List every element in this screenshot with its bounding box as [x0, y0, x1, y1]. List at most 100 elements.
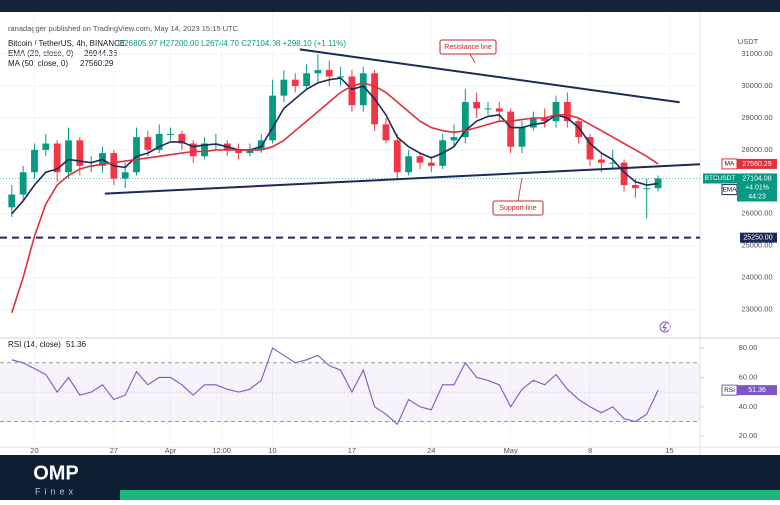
candle-body — [575, 121, 583, 138]
candle-body — [450, 137, 458, 141]
top-band — [0, 0, 780, 12]
rsi-tick-label: 40.00 — [739, 402, 758, 411]
candle-body — [269, 95, 276, 141]
candle-body — [620, 162, 628, 185]
candle-body — [133, 137, 140, 173]
candle-body — [507, 111, 515, 147]
y-tick-label: 23000.00 — [741, 304, 772, 313]
x-tick-label: May — [504, 446, 518, 455]
x-tick-label: 8 — [588, 446, 592, 455]
candle-body — [495, 108, 503, 112]
legend-name: MA (50, close, 0) — [8, 59, 68, 68]
rsi-tag: RSI — [724, 387, 735, 394]
candle-body — [314, 70, 322, 74]
candle-body — [280, 79, 288, 96]
level-label: 25250.00 — [743, 235, 772, 242]
candle-body — [167, 133, 174, 135]
trend-line — [299, 48, 680, 104]
x-tick-label: 20 — [30, 446, 38, 455]
candle-body — [19, 172, 27, 195]
x-tick-label: 17 — [348, 446, 356, 455]
candle-body — [155, 133, 163, 150]
candle-body — [609, 162, 617, 164]
candle-body — [235, 149, 242, 154]
annotation-text: Support line — [499, 205, 536, 212]
y-tick-label: 28000.00 — [741, 145, 772, 154]
candle-body — [597, 159, 605, 163]
candle-body — [359, 73, 367, 106]
rsi-value: 51.36 — [66, 340, 87, 349]
candle-body — [246, 149, 254, 154]
y-tick-label: 25000.00 — [741, 241, 772, 250]
annotation-text: Resistance line — [444, 44, 492, 51]
candle-body — [348, 76, 356, 106]
legend-name: EMA (20, close, 0) — [8, 49, 74, 58]
candle-body — [631, 185, 639, 189]
candle-body — [416, 156, 424, 163]
legend-value: 27560.29 — [80, 59, 114, 68]
y-tick-label: 24000.00 — [741, 273, 772, 282]
candle-body — [382, 124, 390, 141]
candle-body — [529, 117, 537, 128]
annotation-box — [439, 39, 497, 55]
tag-value-box — [737, 158, 777, 169]
price-tag-name-box — [703, 173, 737, 184]
price-tag-change: +4.01% — [745, 184, 769, 191]
candle-body — [189, 143, 197, 157]
x-tick-label: 15 — [665, 446, 673, 455]
rsi-value-label: 51.36 — [748, 387, 766, 394]
rsi-line — [11, 347, 659, 426]
alert-bolt — [662, 322, 667, 332]
axis-unit: USDT — [738, 37, 759, 46]
publisher: ranadagger published on TradingView.com,… — [8, 24, 239, 33]
candle-body — [461, 102, 469, 138]
candle-body — [643, 188, 651, 190]
candle-body — [393, 140, 401, 173]
candle-body — [473, 102, 481, 109]
rsi-value-box — [737, 385, 777, 396]
indicator-line — [11, 77, 659, 215]
candle-body — [291, 79, 299, 87]
annotation-box — [492, 200, 544, 216]
price-tag-countdown: 44:23 — [748, 193, 766, 200]
candle-body — [178, 133, 186, 144]
candle-body — [586, 137, 594, 160]
candle-body — [303, 73, 310, 87]
candle-body — [121, 172, 129, 179]
candle-body — [405, 156, 413, 173]
legend-value: 26944.36 — [84, 49, 118, 58]
rsi-tick-label: 80.00 — [739, 343, 758, 352]
annotation-connector — [469, 53, 476, 64]
candle-body — [76, 140, 84, 166]
candle-body — [65, 140, 72, 173]
y-tick-label: 30000.00 — [741, 81, 772, 90]
y-tick-label: 31000.00 — [741, 49, 772, 58]
logo-tagline: Finex — [35, 486, 77, 496]
candle-body — [42, 143, 50, 150]
candle-body — [325, 70, 333, 77]
candle-body — [31, 149, 38, 173]
candle-body — [484, 108, 492, 110]
tag-value: 27560.29 — [742, 161, 771, 168]
indicator-line — [11, 82, 659, 313]
candle-body — [201, 143, 208, 157]
rsi-tick-label: 20.00 — [739, 431, 758, 440]
price-tag-value: 27104.08 — [742, 175, 771, 182]
level-tag — [740, 232, 777, 243]
x-tick-label: 12:00 — [212, 446, 231, 455]
x-tick-label: 24 — [427, 446, 435, 455]
candle-body — [541, 117, 549, 122]
tag-name: EMA — [722, 186, 737, 193]
annotation-connector — [517, 177, 523, 202]
candle-body — [8, 194, 16, 208]
x-tick-label: 10 — [268, 446, 276, 455]
rsi-tick-label: 60.00 — [739, 372, 758, 381]
price-tag-box — [737, 173, 777, 202]
logo: OMP — [33, 462, 79, 484]
candle-body — [518, 127, 526, 147]
alert-icon[interactable] — [659, 321, 671, 333]
price-tag-name: BTCUSDT — [705, 175, 736, 182]
candle-body — [337, 76, 344, 78]
tag-name: MA — [725, 161, 735, 168]
